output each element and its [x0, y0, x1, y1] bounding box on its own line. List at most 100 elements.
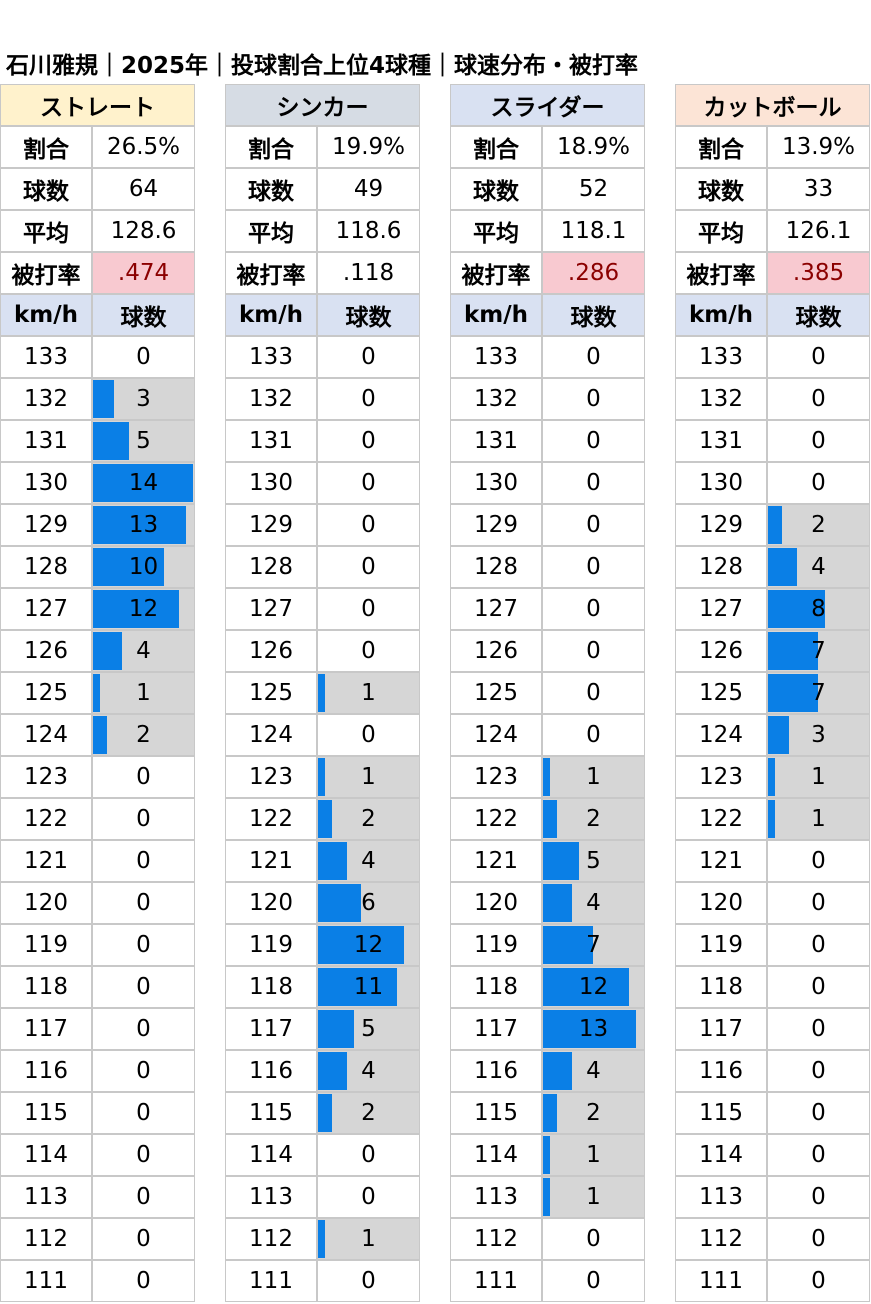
count-bar — [543, 1136, 550, 1174]
count-data-label: 10 — [128, 554, 159, 580]
count-cell: 12 — [92, 588, 195, 630]
speed-tick-label: 131 — [675, 420, 767, 462]
count-cell: 0 — [317, 378, 420, 420]
speed-tick-label: 123 — [0, 756, 92, 798]
count-data-label: 0 — [361, 428, 376, 454]
count-cell: 2 — [317, 1092, 420, 1134]
ratio-value: 19.9% — [317, 126, 420, 168]
pitch-name: スライダー — [450, 84, 645, 126]
count-cell: 0 — [317, 588, 420, 630]
count-data-label: 0 — [136, 1184, 151, 1210]
count-cell: 0 — [767, 924, 870, 966]
count-data-label: 4 — [361, 1058, 376, 1084]
count-cell: 2 — [542, 1092, 645, 1134]
hit-label: 被打率 — [450, 252, 542, 294]
count-cell: 0 — [92, 1092, 195, 1134]
count-cell: 0 — [767, 1008, 870, 1050]
count-bar — [768, 590, 825, 628]
count-data-label: 4 — [586, 890, 601, 916]
speed-tick-label: 130 — [450, 462, 542, 504]
count-data-label: 13 — [578, 1016, 609, 1042]
speed-tick-label: 114 — [0, 1134, 92, 1176]
count-data-label: 0 — [586, 1226, 601, 1252]
speed-tick-label: 114 — [675, 1134, 767, 1176]
count-cell: 1 — [317, 672, 420, 714]
speed-tick-label: 130 — [225, 462, 317, 504]
count-data-label: 3 — [136, 386, 151, 412]
speed-tick-label: 122 — [675, 798, 767, 840]
count-data-label: 7 — [586, 932, 601, 958]
count-data-label: 4 — [586, 1058, 601, 1084]
speed-tick-label: 122 — [225, 798, 317, 840]
count-bar — [543, 1010, 636, 1048]
count-cell: 2 — [92, 714, 195, 756]
count-bar — [543, 758, 550, 796]
count-bar — [318, 674, 325, 712]
count-data-label: 2 — [586, 806, 601, 832]
count-cell: 0 — [767, 1134, 870, 1176]
count-data-label: 11 — [353, 974, 384, 1000]
avg-value: 128.6 — [92, 210, 195, 252]
count-data-label: 0 — [811, 848, 826, 874]
bar-background — [768, 505, 869, 545]
hit-value: .385 — [767, 252, 870, 294]
hit-value: .286 — [542, 252, 645, 294]
count-cell: 0 — [542, 1218, 645, 1260]
hit-value: .118 — [317, 252, 420, 294]
speed-tick-label: 115 — [0, 1092, 92, 1134]
speed-tick-label: 129 — [450, 504, 542, 546]
speed-tick-label: 116 — [0, 1050, 92, 1092]
speed-column-header: km/h — [0, 294, 92, 336]
speed-tick-label: 121 — [225, 840, 317, 882]
speed-tick-label: 112 — [450, 1218, 542, 1260]
count-cell: 0 — [542, 630, 645, 672]
count-data-label: 0 — [136, 1058, 151, 1084]
speed-tick-label: 112 — [675, 1218, 767, 1260]
speed-tick-label: 116 — [450, 1050, 542, 1092]
count-cell: 1 — [767, 798, 870, 840]
count-cell: 0 — [542, 672, 645, 714]
count-data-label: 0 — [811, 1184, 826, 1210]
ratio-label: 割合 — [450, 126, 542, 168]
speed-column-header: km/h — [225, 294, 317, 336]
count-cell: 0 — [92, 1218, 195, 1260]
count-cell: 2 — [317, 798, 420, 840]
count-cell: 5 — [542, 840, 645, 882]
ratio-value: 13.9% — [767, 126, 870, 168]
count-cell: 0 — [767, 882, 870, 924]
count-bar — [93, 590, 179, 628]
avg-label: 平均 — [450, 210, 542, 252]
speed-tick-label: 120 — [675, 882, 767, 924]
count-data-label: 0 — [586, 428, 601, 454]
speed-tick-label: 118 — [225, 966, 317, 1008]
speed-tick-label: 114 — [450, 1134, 542, 1176]
bar-background — [543, 757, 644, 797]
speed-tick-label: 125 — [0, 672, 92, 714]
count-data-label: 12 — [578, 974, 609, 1000]
bar-background — [318, 799, 419, 839]
bar-background — [318, 757, 419, 797]
speed-tick-label: 113 — [0, 1176, 92, 1218]
speed-tick-label: 123 — [225, 756, 317, 798]
speed-tick-label: 128 — [225, 546, 317, 588]
speed-tick-label: 132 — [225, 378, 317, 420]
count-cell: 0 — [92, 756, 195, 798]
count-cell: 5 — [92, 420, 195, 462]
count-cell: 8 — [767, 588, 870, 630]
count-cell: 0 — [317, 714, 420, 756]
speed-tick-label: 118 — [0, 966, 92, 1008]
count-cell: 14 — [92, 462, 195, 504]
count-cell: 4 — [317, 1050, 420, 1092]
count-data-label: 0 — [136, 932, 151, 958]
count-data-label: 0 — [811, 1016, 826, 1042]
count-cell: 13 — [542, 1008, 645, 1050]
count-data-label: 7 — [811, 680, 826, 706]
count-column-header: 球数 — [767, 294, 870, 336]
count-column-header: 球数 — [542, 294, 645, 336]
count-data-label: 4 — [811, 554, 826, 580]
count-cell: 3 — [767, 714, 870, 756]
bar-background — [543, 1093, 644, 1133]
count-cell: 4 — [542, 882, 645, 924]
count-data-label: 0 — [136, 848, 151, 874]
count-data-label: 0 — [586, 596, 601, 622]
